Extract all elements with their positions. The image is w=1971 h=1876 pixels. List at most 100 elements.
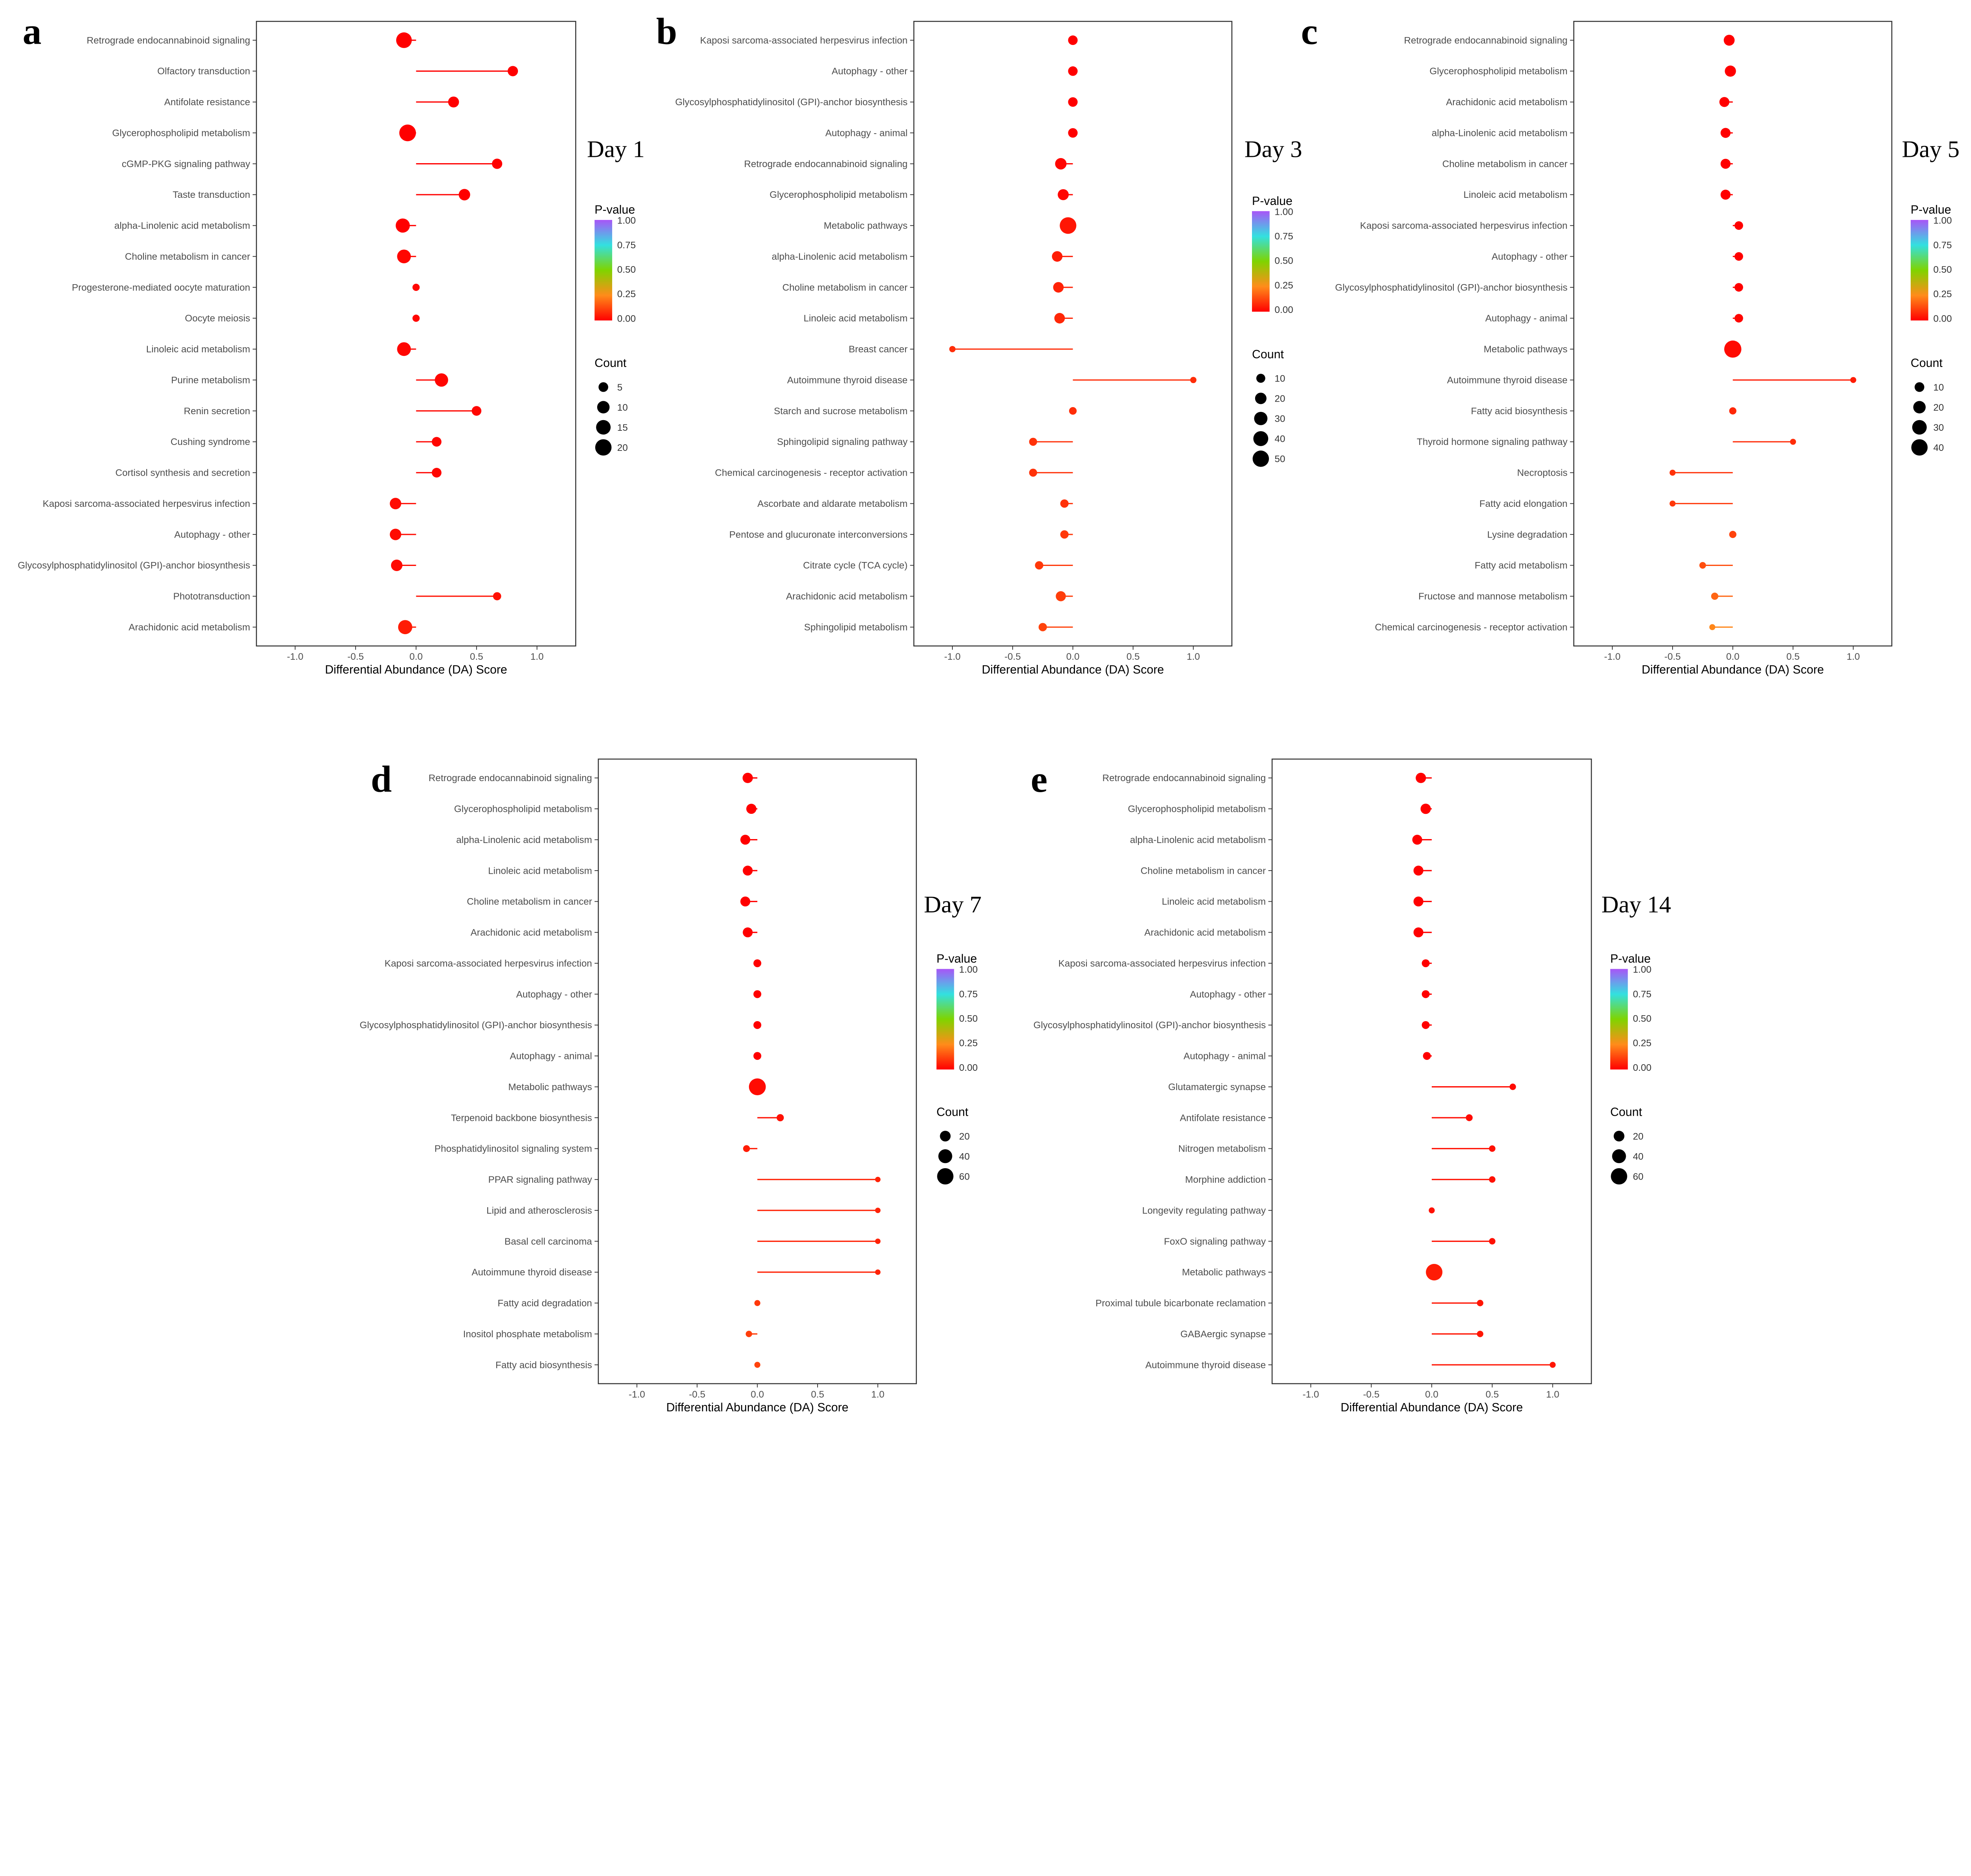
y-tick-label: Glycosylphosphatidylinositol (GPI)-ancho…: [18, 560, 250, 571]
x-axis-title: Differential Abundance (DA) Score: [325, 663, 507, 676]
lollipop-point: [471, 406, 482, 416]
y-tick-label: Kaposi sarcoma-associated herpesvirus in…: [1058, 958, 1266, 969]
lollipop-point: [1734, 283, 1743, 292]
lollipop-point: [1729, 530, 1736, 538]
lollipop-point: [1416, 772, 1426, 783]
y-tick-label: Glycosylphosphatidylinositol (GPI)-ancho…: [360, 1020, 592, 1031]
plot-frame: [256, 20, 576, 647]
pvalue-colorbar: [1610, 969, 1628, 1070]
count-legend-dot: [1911, 439, 1928, 456]
y-tick-label: Choline metabolism in cancer: [1140, 865, 1266, 876]
plot-frame: [1573, 20, 1893, 647]
y-tick-label: Citrate cycle (TCA cycle): [803, 560, 907, 571]
y-tick-label: Lipid and atherosclerosis: [486, 1205, 592, 1216]
x-tick-label: -1.0: [629, 1389, 645, 1400]
y-tick-label: Thyroid hormone signaling pathway: [1417, 437, 1568, 447]
y-tick-label: Arachidonic acid metabolism: [786, 591, 907, 602]
y-tick-label: Glycerophospholipid metabolism: [454, 804, 592, 815]
lollipop-point: [1734, 252, 1743, 261]
lollipop-point: [412, 283, 420, 291]
x-axis-title: Differential Abundance (DA) Score: [1642, 663, 1824, 676]
count-legend-label: 60: [959, 1171, 970, 1182]
x-tick-label: 0.5: [1787, 651, 1800, 662]
lollipop-point: [1720, 190, 1731, 200]
y-tick-label: Kaposi sarcoma-associated herpesvirus in…: [43, 499, 250, 509]
y-tick-label: PPAR signaling pathway: [488, 1174, 592, 1185]
count-legend-title: Count: [937, 1106, 969, 1119]
panel-title: Day 14: [1601, 891, 1671, 918]
y-tick-label: FoxO signaling pathway: [1164, 1236, 1266, 1247]
panel-title: Day 5: [1902, 136, 1960, 163]
x-tick-label: -0.5: [689, 1389, 706, 1400]
pvalue-legend-tick: 0.00: [1274, 305, 1293, 315]
lollipop-point: [1060, 499, 1069, 508]
y-tick-label: Choline metabolism in cancer: [1442, 159, 1568, 169]
lollipop-point: [1719, 97, 1730, 107]
lollipop-point: [777, 1114, 784, 1122]
y-tick-label: Basal cell carcinoma: [505, 1236, 592, 1247]
y-tick-label: Fatty acid metabolism: [1475, 560, 1568, 571]
lollipop-point: [875, 1208, 881, 1213]
lollipop-point: [1423, 1052, 1431, 1060]
lollipop-point: [740, 896, 751, 906]
lollipop-point: [1734, 314, 1743, 323]
lollipop-point: [1038, 623, 1047, 631]
y-tick-label: alpha-Linolenic acid metabolism: [1432, 128, 1568, 138]
x-tick-label: 1.0: [1846, 651, 1860, 662]
y-tick-label: Retrograde endocannabinoid signaling: [744, 159, 908, 169]
pvalue-legend-tick: 0.25: [959, 1038, 978, 1049]
y-tick-label: Glycerophospholipid metabolism: [769, 190, 907, 200]
y-tick-label: Oocyte meiosis: [185, 313, 250, 324]
count-legend-label: 20: [617, 443, 628, 453]
lollipop-point: [507, 66, 518, 76]
y-tick-label: Glycosylphosphatidylinositol (GPI)-ancho…: [1335, 282, 1568, 293]
y-tick-label: Arachidonic acid metabolism: [1446, 97, 1567, 108]
lollipop-point: [753, 959, 762, 968]
y-tick-label: Longevity regulating pathway: [1142, 1205, 1266, 1216]
y-tick-label: Proximal tubule bicarbonate reclamation: [1095, 1298, 1266, 1309]
pvalue-legend-tick: 1.00: [959, 964, 978, 975]
lollipop-point: [1669, 501, 1676, 507]
count-legend-dot: [1912, 420, 1927, 435]
count-legend-label: 20: [1633, 1131, 1643, 1142]
count-legend-dot: [1252, 450, 1269, 467]
lollipop-point: [1058, 189, 1069, 200]
y-tick-label: Glycerophospholipid metabolism: [112, 128, 250, 138]
pvalue-legend-tick: 1.00: [617, 216, 636, 226]
lollipop-point: [1420, 804, 1431, 814]
y-tick-label: Metabolic pathways: [1182, 1267, 1266, 1278]
y-tick-label: Glycerophospholipid metabolism: [1128, 804, 1266, 815]
lollipop-point: [1550, 1362, 1556, 1368]
y-tick-label: Retrograde endocannabinoid signaling: [87, 35, 250, 46]
y-tick-label: Breast cancer: [849, 344, 907, 355]
x-tick-label: 1.0: [1546, 1389, 1559, 1400]
y-tick-label: Glycosylphosphatidylinositol (GPI)-ancho…: [1033, 1020, 1266, 1031]
y-tick-label: Renin secretion: [184, 406, 250, 417]
count-legend-dot: [1253, 431, 1269, 446]
x-tick-label: 0.0: [1726, 651, 1740, 662]
y-tick-label: Sphingolipid metabolism: [804, 622, 908, 633]
count-legend-label: 10: [617, 402, 628, 413]
y-tick-label: Linoleic acid metabolism: [488, 865, 592, 876]
lollipop-point: [1068, 66, 1078, 76]
lollipop-point: [753, 1021, 762, 1029]
count-legend-dot: [1613, 1131, 1624, 1142]
panel-letter: d: [371, 758, 392, 800]
y-tick-label: Antifolate resistance: [164, 97, 250, 108]
lollipop-point: [1509, 1083, 1516, 1090]
y-tick-label: Lysine degradation: [1487, 529, 1568, 540]
y-tick-label: Chemical carcinogenesis - receptor activ…: [715, 468, 908, 478]
x-tick-label: 0.5: [811, 1389, 824, 1400]
y-tick-label: Metabolic pathways: [824, 221, 908, 231]
pvalue-legend-tick: 0.75: [959, 989, 978, 999]
lollipop-point: [1734, 221, 1743, 230]
y-tick-label: Autophagy - other: [174, 529, 250, 540]
lollipop-point: [1060, 530, 1069, 539]
y-tick-label: Autoimmune thyroid disease: [471, 1267, 592, 1278]
pvalue-legend-tick: 0.25: [1933, 289, 1952, 300]
lollipop-point: [1489, 1238, 1496, 1245]
panel-a: a Day 1 Retrograde endocannabinoid signali…: [18, 11, 645, 677]
lollipop-point: [1421, 990, 1430, 998]
lollipop-point: [1724, 341, 1742, 358]
x-tick-label: -1.0: [1604, 651, 1621, 662]
